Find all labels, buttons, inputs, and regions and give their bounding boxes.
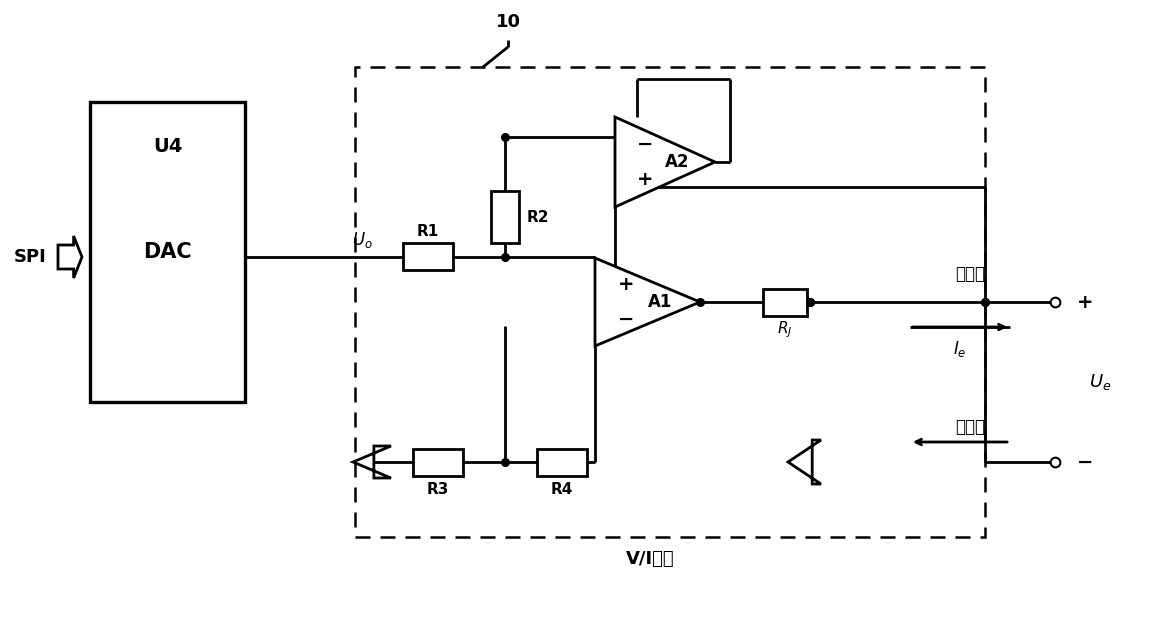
- Polygon shape: [58, 236, 82, 278]
- Bar: [413, 448, 463, 475]
- Bar: [537, 448, 587, 475]
- Polygon shape: [353, 446, 392, 478]
- Text: $R_J$: $R_J$: [777, 320, 792, 340]
- Text: 输出端: 输出端: [955, 265, 985, 283]
- Polygon shape: [614, 117, 715, 207]
- Text: V/I电路: V/I电路: [626, 550, 675, 568]
- Text: 10: 10: [495, 13, 521, 31]
- Text: −: −: [1076, 453, 1093, 472]
- Text: $I_e$: $I_e$: [953, 339, 967, 359]
- Text: DAC: DAC: [143, 242, 192, 262]
- Text: $U_e$: $U_e$: [1089, 372, 1111, 392]
- Text: +: +: [618, 275, 635, 294]
- Text: 返回端: 返回端: [955, 418, 985, 436]
- Text: R3: R3: [427, 483, 449, 497]
- Text: +: +: [636, 171, 654, 189]
- Text: R1: R1: [417, 224, 439, 240]
- Bar: [762, 288, 807, 315]
- Text: R2: R2: [527, 209, 550, 224]
- Text: A1: A1: [648, 293, 672, 311]
- Bar: [90, 102, 245, 402]
- Text: SPI: SPI: [14, 248, 46, 266]
- Polygon shape: [788, 440, 821, 484]
- Text: +: +: [1076, 293, 1094, 312]
- Text: $U_o$: $U_o$: [351, 230, 372, 250]
- Bar: [403, 243, 453, 270]
- Text: U4: U4: [152, 137, 182, 157]
- Text: R4: R4: [551, 483, 573, 497]
- Text: −: −: [618, 310, 635, 329]
- Text: −: −: [636, 135, 654, 154]
- Text: A2: A2: [665, 153, 690, 171]
- Bar: [355, 67, 985, 537]
- Polygon shape: [595, 258, 700, 346]
- Bar: [491, 191, 519, 243]
